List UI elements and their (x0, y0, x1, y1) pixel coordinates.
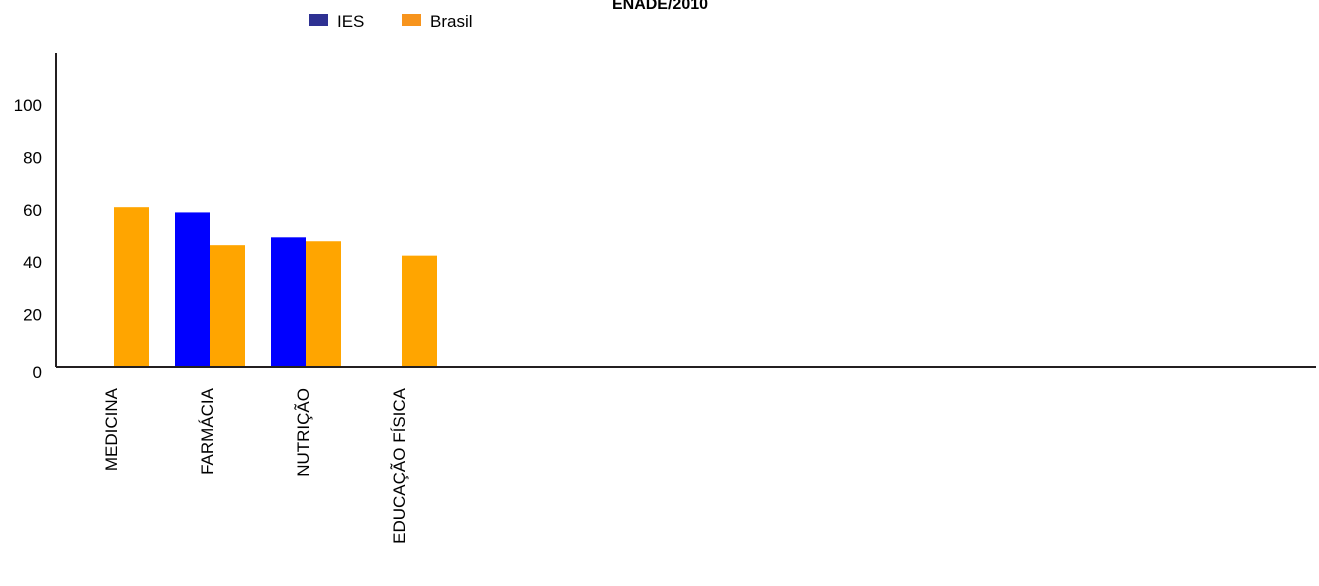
legend: IES Brasil (309, 12, 473, 31)
legend-label-brasil: Brasil (430, 12, 473, 31)
bar-brasil (210, 245, 245, 367)
x-category-label: FARMÁCIA (198, 387, 217, 475)
bar-brasil (402, 255, 437, 367)
bar-ies (175, 212, 210, 367)
y-tick-label: 20 (23, 306, 42, 325)
bar-ies (271, 237, 306, 367)
y-tick-label: 60 (23, 201, 42, 220)
legend-swatch-ies (309, 14, 328, 26)
y-axis-ticks: 0 20 40 60 80 100 (14, 96, 42, 382)
y-tick-label: 80 (23, 148, 42, 167)
bar-brasil (306, 241, 341, 367)
x-category-label: MEDICINA (102, 387, 121, 471)
chart-title: ENADE/2010 (612, 0, 708, 13)
bar-brasil (114, 207, 149, 367)
plot-area (114, 207, 437, 367)
x-category-label: EDUCAÇÃO FÍSICA (390, 387, 409, 544)
legend-label-ies: IES (337, 12, 364, 31)
x-category-label: NUTRIÇÃO (294, 388, 313, 477)
y-tick-label: 100 (14, 96, 42, 115)
x-axis-categories: MEDICINA FARMÁCIA NUTRIÇÃO EDUCAÇÃO FÍSICA (102, 387, 409, 544)
y-tick-label: 40 (23, 253, 42, 272)
legend-swatch-brasil (402, 14, 421, 26)
y-tick-label: 0 (33, 363, 42, 382)
